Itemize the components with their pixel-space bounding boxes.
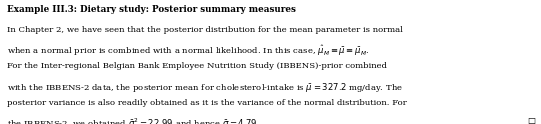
- Text: For the Inter-regional Belgian Bank Employee Nutrition Study (IBBENS)-prior comb: For the Inter-regional Belgian Bank Empl…: [7, 62, 387, 70]
- Text: with the IBBENS-2 data, the posterior mean for cholesterol-intake is $\bar{\mu} : with the IBBENS-2 data, the posterior me…: [7, 81, 403, 94]
- Text: □: □: [527, 117, 536, 124]
- Text: Example III.3: Dietary study: Posterior summary measures: Example III.3: Dietary study: Posterior …: [7, 5, 296, 14]
- Text: the IBBENS-2, we obtained $\bar{\sigma}^2 = 22.99$ and hence $\bar{\sigma} = 4.7: the IBBENS-2, we obtained $\bar{\sigma}^…: [7, 117, 260, 124]
- Text: when a normal prior is combined with a normal likelihood. In this case, $\hat{\m: when a normal prior is combined with a n…: [7, 44, 370, 58]
- Text: posterior variance is also readily obtained as it is the variance of the normal : posterior variance is also readily obtai…: [7, 99, 407, 107]
- Text: In Chapter 2, we have seen that the posterior distribution for the mean paramete: In Chapter 2, we have seen that the post…: [7, 26, 403, 33]
